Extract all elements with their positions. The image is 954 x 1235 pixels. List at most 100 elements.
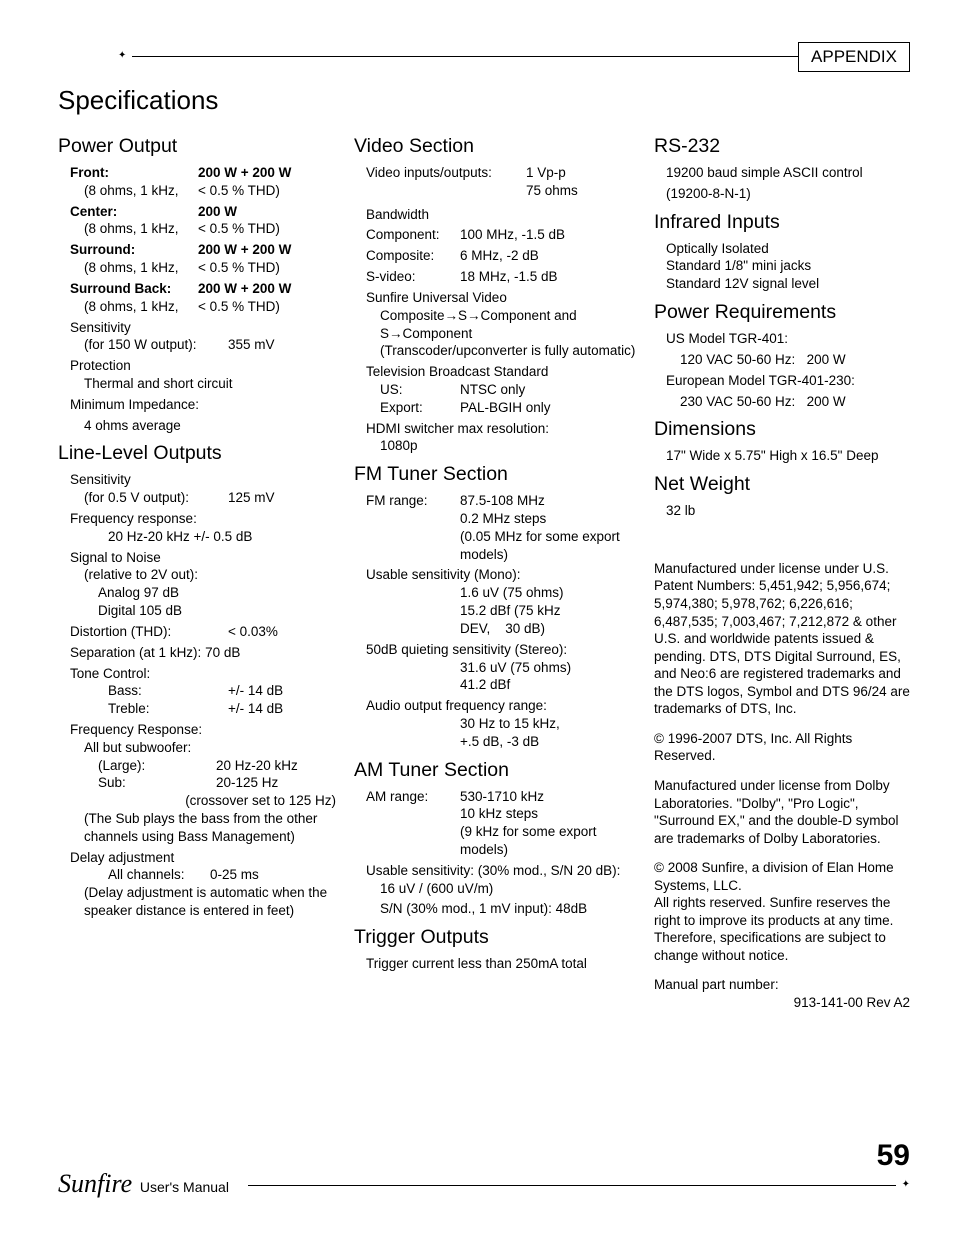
legal-p2: © 1996-2007 DTS, Inc. All Rights Reserve… <box>654 730 910 765</box>
legal-block: Manufactured under license under U.S. Pa… <box>654 560 910 1012</box>
am-range-lbl: AM range: <box>366 788 460 806</box>
vid-sun-l1: Composite→S→Component and S→Component <box>366 307 636 343</box>
po-front-val: 200 W + 200 W <box>198 164 291 182</box>
am-r3: (9 kHz for some export models) <box>366 823 636 859</box>
fm-us-lbl: Usable sensitivity (Mono): <box>366 566 636 584</box>
pr-us-val: 120 VAC 50-60 Hz: 200 W <box>666 351 910 369</box>
po-center-lbl: Center: <box>70 203 198 221</box>
fm-q1: 31.6 uV (75 ohms) <box>366 659 636 677</box>
po-cond4: (8 ohms, 1 kHz, <box>70 298 198 316</box>
fm-ao-lbl: Audio output frequency range: <box>366 697 636 715</box>
po-thd4: < 0.5 % THD) <box>198 298 280 316</box>
pr-eu-val: 230 VAC 50-60 Hz: 200 W <box>666 393 910 411</box>
heading-power-req: Power Requirements <box>654 301 910 324</box>
ir-l2: Standard 1/8" mini jacks <box>666 257 910 275</box>
ll-delay-all-lbl: All channels: <box>70 866 210 884</box>
footer-rule <box>248 1185 898 1186</box>
ll-delay-note: (Delay adjustment is automatic when the … <box>70 884 336 920</box>
heading-rs232: RS-232 <box>654 135 910 158</box>
vid-hdmi-val: 1080p <box>366 437 636 455</box>
ll-stn-d: Digital 105 dB <box>70 602 336 620</box>
appendix-label: APPENDIX <box>798 42 910 72</box>
header-rule <box>118 56 910 57</box>
heading-weight: Net Weight <box>654 473 910 496</box>
page-title: Specifications <box>58 85 218 116</box>
po-sb-lbl: Surround Back: <box>70 280 198 298</box>
fm-u2: 15.2 dBf (75 kHz <box>366 602 636 620</box>
ll-sens-lbl: Sensitivity <box>70 471 336 489</box>
dims-v: 17" Wide x 5.75" High x 16.5" Deep <box>666 447 910 465</box>
po-thd2: < 0.5 % THD) <box>198 220 280 238</box>
ll-treble-val: +/- 14 dB <box>228 700 283 718</box>
ll-stn-sub: (relative to 2V out): <box>70 566 336 584</box>
ll-delay-lbl: Delay adjustment <box>70 849 336 867</box>
pr-us-lbl: US Model TGR-401: <box>666 330 910 348</box>
po-cond3: (8 ohms, 1 kHz, <box>70 259 198 277</box>
po-thd3: < 0.5 % THD) <box>198 259 280 277</box>
content-columns: Power Output Front:200 W + 200 W (8 ohms… <box>58 135 910 1024</box>
ll-delay-all-val: 0-25 ms <box>210 866 259 884</box>
fm-ao1: 30 Hz to 15 kHz, <box>366 715 636 733</box>
legal-p3: Manufactured under license from Dolby La… <box>654 777 910 847</box>
po-prot-sub: Thermal and short circuit <box>70 375 336 393</box>
vid-io-lbl: Video inputs/outputs: <box>366 164 526 182</box>
heading-ir: Infrared Inputs <box>654 211 910 234</box>
ll-dist-val: < 0.03% <box>228 623 278 641</box>
vid-comp-lbl: Component: <box>366 226 460 244</box>
po-minimp-val: 4 ohms average <box>84 417 336 435</box>
po-sb-val: 200 W + 200 W <box>198 280 291 298</box>
header-star-icon: ✦ <box>118 50 132 61</box>
vid-comp-val: 100 MHz, -1.5 dB <box>460 226 565 244</box>
ll-stn-lbl: Signal to Noise <box>70 549 336 567</box>
ll-fr-large-lbl: (Large): <box>70 757 216 775</box>
heading-fm: FM Tuner Section <box>354 463 636 486</box>
ll-sep-lbl: Separation (at 1 kHz): <box>70 645 201 660</box>
vid-cps-lbl: Composite: <box>366 247 460 265</box>
ll-fr-sub: All but subwoofer: <box>70 739 336 757</box>
ir-l1: Optically Isolated <box>666 240 910 258</box>
po-sur-lbl: Surround: <box>70 241 198 259</box>
ll-freq-lbl: Frequency response: <box>70 510 336 528</box>
fm-range-lbl: FM range: <box>366 492 460 510</box>
heading-dims: Dimensions <box>654 418 910 441</box>
heading-power-output: Power Output <box>58 135 336 158</box>
footer: Sunfire User's Manual ✦ <box>58 1169 910 1199</box>
footer-users-manual: User's Manual <box>140 1179 239 1195</box>
ll-treble-lbl: Treble: <box>70 700 228 718</box>
heading-am: AM Tuner Section <box>354 759 636 782</box>
fm-u3: DEV, 30 dB) <box>366 620 636 638</box>
footer-logo: Sunfire <box>58 1169 136 1198</box>
heading-line-level: Line-Level Outputs <box>58 442 336 465</box>
ll-fr-sub-val: 20-125 Hz <box>216 774 278 792</box>
ll-fr-note: (The Sub plays the bass from the other c… <box>70 810 336 846</box>
po-prot-lbl: Protection <box>70 357 336 375</box>
am-us-lbl: Usable sensitivity: (30% mod., S/N 20 dB… <box>366 862 636 898</box>
am-r1: 530-1710 kHz <box>460 788 544 806</box>
po-sens-sub: (for 150 W output): <box>70 336 228 354</box>
ll-stn-a: Analog 97 dB <box>70 584 336 602</box>
am-sn: S/N (30% mod., 1 mV input): 48dB <box>366 900 636 918</box>
ll-fr-large-val: 20 Hz-20 kHz <box>216 757 298 775</box>
vid-tv-lbl: Television Broadcast Standard <box>366 363 636 381</box>
vid-bw-lbl: Bandwidth <box>366 206 636 224</box>
ll-sens-val: 125 mV <box>228 489 275 507</box>
po-front-lbl: Front: <box>70 164 198 182</box>
am-r2: 10 kHz steps <box>366 805 636 823</box>
fm-ao2: +.5 dB, -3 dB <box>366 733 636 751</box>
ll-bass-lbl: Bass: <box>70 682 228 700</box>
ir-l3: Standard 12V signal level <box>666 275 910 293</box>
heading-video: Video Section <box>354 135 636 158</box>
vid-io-v2: 75 ohms <box>366 182 636 200</box>
vid-sun-lbl: Sunfire Universal Video <box>366 289 636 307</box>
fm-q-lbl: 50dB quieting sensitivity (Stereo): <box>366 641 636 659</box>
po-center-val: 200 W <box>198 203 237 221</box>
fm-r3: (0.05 MHz for some export models) <box>366 528 636 564</box>
legal-p4: © 2008 Sunfire, a division of Elan Home … <box>654 859 910 894</box>
page-number: 59 <box>877 1139 910 1173</box>
legal-p5: All rights reserved. Sunfire reserves th… <box>654 894 910 964</box>
footer-star-icon: ✦ <box>896 1179 910 1190</box>
fm-q2: 41.2 dBf <box>366 676 636 694</box>
vid-tv-us-lbl: US: <box>380 381 460 399</box>
po-sens-val: 355 mV <box>228 336 275 354</box>
column-1: Power Output Front:200 W + 200 W (8 ohms… <box>58 135 336 1024</box>
